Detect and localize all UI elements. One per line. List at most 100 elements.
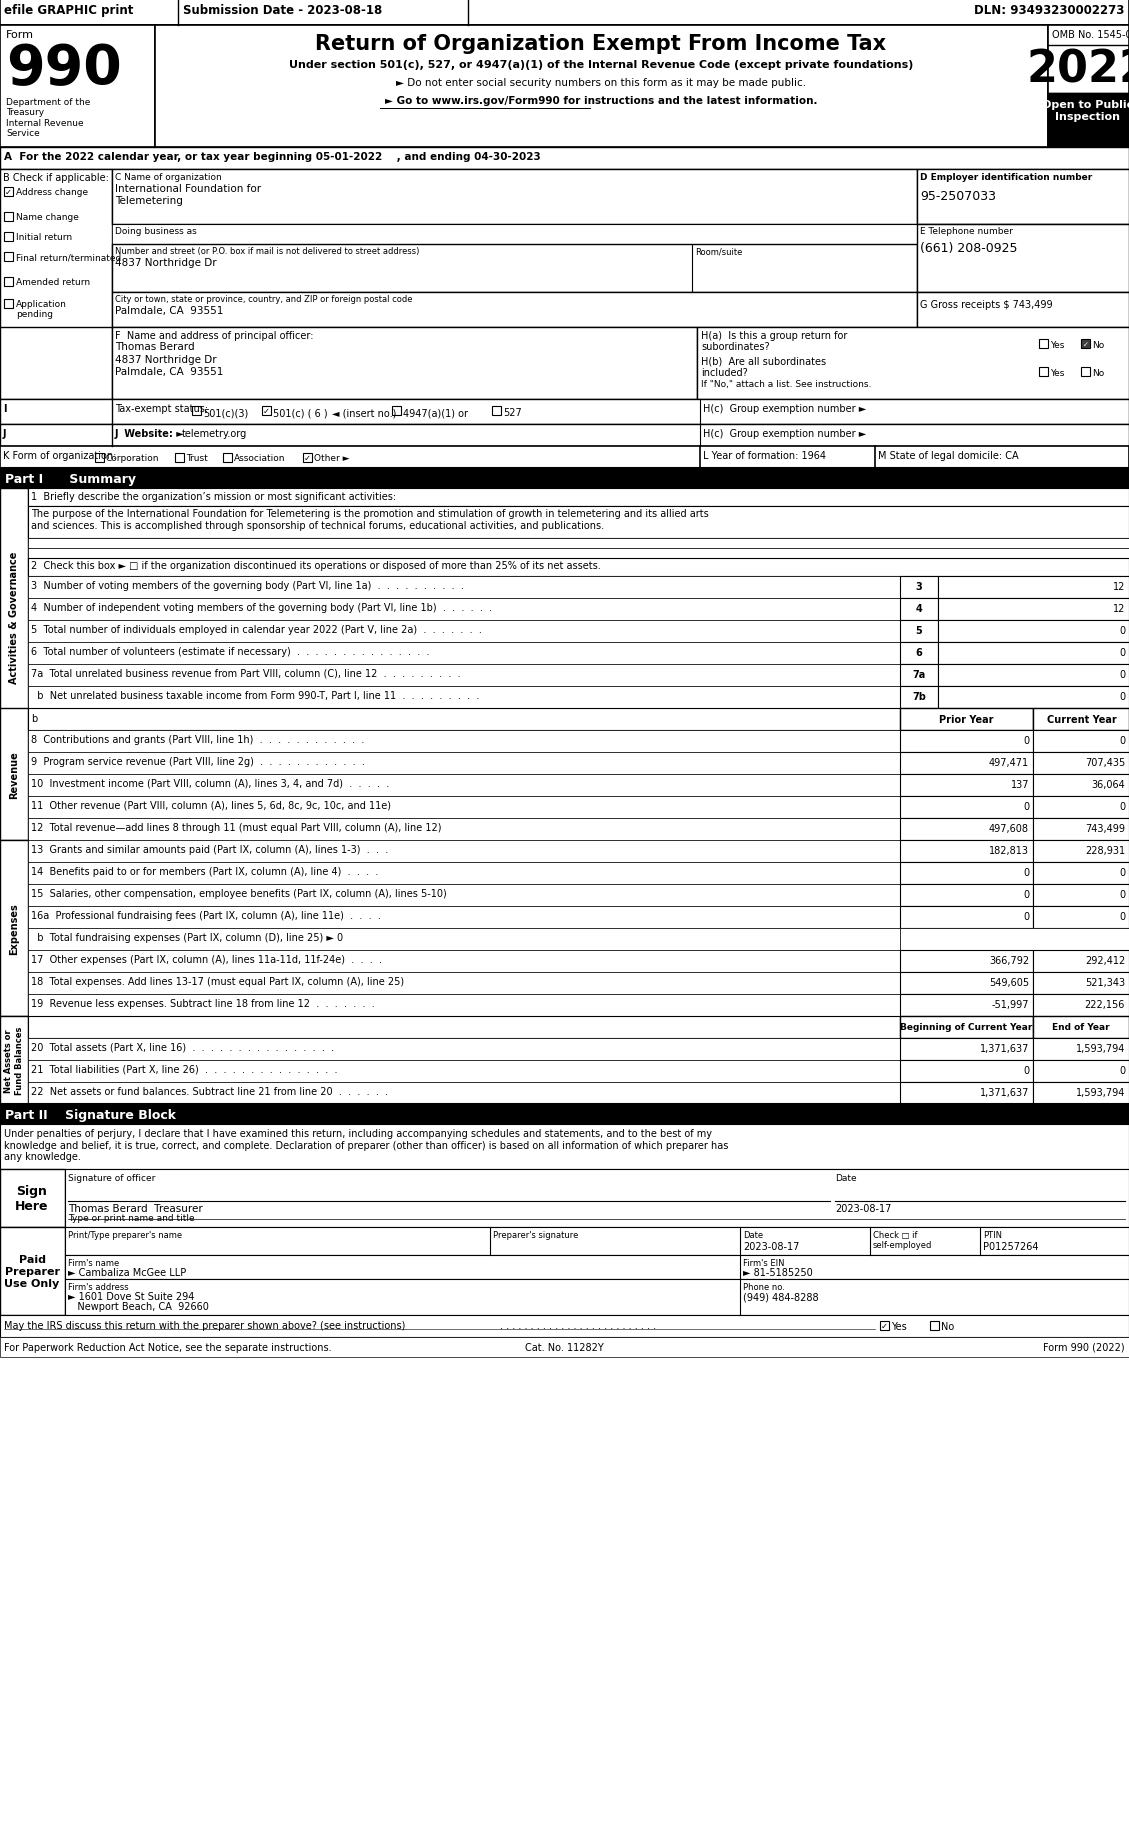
Text: 14  Benefits paid to or for members (Part IX, column (A), line 4)  .  .  .  .: 14 Benefits paid to or for members (Part…: [30, 867, 378, 877]
Bar: [28, 796, 900, 818]
Text: 1,593,794: 1,593,794: [1076, 1087, 1124, 1098]
Text: Department of the
Treasury
Internal Revenue
Service: Department of the Treasury Internal Reve…: [6, 99, 90, 137]
Text: Check □ if
self-employed: Check □ if self-employed: [873, 1230, 933, 1250]
Text: Type or print name and title: Type or print name and title: [68, 1213, 194, 1222]
Bar: [879, 1321, 889, 1330]
Text: Doing business as: Doing business as: [115, 227, 196, 236]
Text: 1,371,637: 1,371,637: [980, 1087, 1029, 1098]
Text: Expenses: Expenses: [9, 902, 19, 955]
Text: subordinates?: subordinates?: [701, 342, 770, 351]
Text: L Year of formation: 1964: L Year of formation: 1964: [703, 450, 826, 461]
Bar: [900, 664, 938, 686]
Text: 0: 0: [1119, 867, 1124, 878]
Bar: [1048, 26, 1129, 148]
Text: -51,997: -51,997: [991, 999, 1029, 1010]
Text: D Employer identification number: D Employer identification number: [920, 172, 1092, 181]
Text: 3  Number of voting members of the governing body (Part VI, line 1a)  .  .  .  .: 3 Number of voting members of the govern…: [30, 580, 464, 591]
Bar: [697, 328, 1129, 399]
Bar: [224, 454, 231, 463]
Bar: [938, 576, 1129, 598]
Bar: [900, 796, 1033, 818]
Bar: [0, 26, 155, 148]
Bar: [28, 862, 900, 884]
Text: 12: 12: [1112, 604, 1124, 613]
Bar: [1033, 774, 1129, 796]
Bar: [28, 972, 900, 994]
Bar: [1033, 972, 1129, 994]
Text: Association: Association: [234, 454, 286, 463]
Bar: [28, 620, 900, 642]
Bar: [1033, 1060, 1129, 1082]
Text: 0: 0: [1119, 802, 1124, 811]
Bar: [1033, 840, 1129, 862]
Bar: [900, 1016, 1033, 1038]
Text: 0: 0: [1023, 867, 1029, 878]
Text: 36,064: 36,064: [1092, 780, 1124, 789]
Text: 501(c) ( 6 ): 501(c) ( 6 ): [273, 408, 327, 417]
Text: 6: 6: [916, 648, 922, 657]
Text: A  For the 2022 calendar year, or tax year beginning 05-01-2022    , and ending : A For the 2022 calendar year, or tax yea…: [5, 152, 541, 161]
Bar: [28, 1038, 900, 1060]
Bar: [0, 708, 28, 840]
Text: Current Year: Current Year: [1047, 714, 1117, 725]
Bar: [900, 686, 938, 708]
Text: 1,371,637: 1,371,637: [980, 1043, 1029, 1054]
Text: 707,435: 707,435: [1085, 758, 1124, 767]
Text: 366,792: 366,792: [989, 955, 1029, 966]
Bar: [28, 818, 900, 840]
Text: Paid
Preparer
Use Only: Paid Preparer Use Only: [5, 1255, 60, 1288]
Bar: [0, 1169, 65, 1228]
Bar: [1033, 752, 1129, 774]
Bar: [28, 642, 900, 664]
Text: OMB No. 1545-0047: OMB No. 1545-0047: [1052, 29, 1129, 40]
Text: 22  Net assets or fund balances. Subtract line 21 from line 20  .  .  .  .  .  .: 22 Net assets or fund balances. Subtract…: [30, 1087, 388, 1096]
Text: H(b)  Are all subordinates
included?: H(b) Are all subordinates included?: [701, 355, 826, 377]
Text: 0: 0: [1119, 626, 1124, 635]
Text: Activities & Governance: Activities & Governance: [9, 551, 19, 684]
Bar: [930, 1321, 939, 1330]
Text: ✓: ✓: [881, 1321, 889, 1330]
Text: 222,156: 222,156: [1085, 999, 1124, 1010]
Text: M State of legal domicile: CA: M State of legal domicile: CA: [878, 450, 1018, 461]
Bar: [28, 489, 1129, 507]
Text: 2023-08-17: 2023-08-17: [743, 1241, 799, 1252]
Text: 527: 527: [504, 408, 522, 417]
Text: 4: 4: [916, 604, 922, 613]
Text: 228,931: 228,931: [1085, 845, 1124, 856]
Bar: [0, 447, 1129, 468]
Text: ► Do not enter social security numbers on this form as it may be made public.: ► Do not enter social security numbers o…: [396, 79, 806, 88]
Bar: [0, 1124, 1129, 1169]
Bar: [492, 406, 501, 415]
Text: No: No: [1092, 340, 1104, 350]
Bar: [0, 1316, 1129, 1338]
Bar: [0, 148, 1129, 170]
Text: ► Go to www.irs.gov/Form990 for instructions and the latest information.: ► Go to www.irs.gov/Form990 for instruct…: [385, 95, 817, 106]
Bar: [1080, 368, 1089, 377]
Text: Firm's address: Firm's address: [68, 1283, 129, 1292]
Text: b: b: [30, 714, 37, 723]
Text: 7a: 7a: [912, 670, 926, 679]
Bar: [1033, 884, 1129, 906]
Text: DLN: 93493230002273: DLN: 93493230002273: [973, 4, 1124, 16]
Bar: [28, 906, 900, 928]
Text: b  Total fundraising expenses (Part IX, column (D), line 25) ► 0: b Total fundraising expenses (Part IX, c…: [30, 933, 343, 942]
Text: ✓: ✓: [304, 454, 310, 463]
Bar: [112, 225, 917, 245]
Bar: [28, 752, 900, 774]
Text: 0: 0: [1023, 889, 1029, 900]
Bar: [1033, 1082, 1129, 1103]
Bar: [1039, 340, 1048, 350]
Text: 1  Briefly describe the organization’s mission or most significant activities:: 1 Briefly describe the organization’s mi…: [30, 492, 396, 501]
Bar: [28, 507, 1129, 538]
Text: 13  Grants and similar amounts paid (Part IX, column (A), lines 1-3)  .  .  .: 13 Grants and similar amounts paid (Part…: [30, 844, 388, 855]
Text: 0: 0: [1119, 889, 1124, 900]
Bar: [28, 1082, 900, 1103]
Text: 9  Program service revenue (Part VIII, line 2g)  .  .  .  .  .  .  .  .  .  .  .: 9 Program service revenue (Part VIII, li…: [30, 756, 365, 767]
Text: Room/suite: Room/suite: [695, 247, 743, 256]
Text: 12: 12: [1112, 582, 1124, 591]
Text: 11  Other revenue (Part VIII, column (A), lines 5, 6d, 8c, 9c, 10c, and 11e): 11 Other revenue (Part VIII, column (A),…: [30, 800, 391, 811]
Bar: [900, 840, 1033, 862]
Bar: [262, 406, 271, 415]
Text: Signature of officer: Signature of officer: [68, 1173, 156, 1182]
Text: 5: 5: [916, 626, 922, 635]
